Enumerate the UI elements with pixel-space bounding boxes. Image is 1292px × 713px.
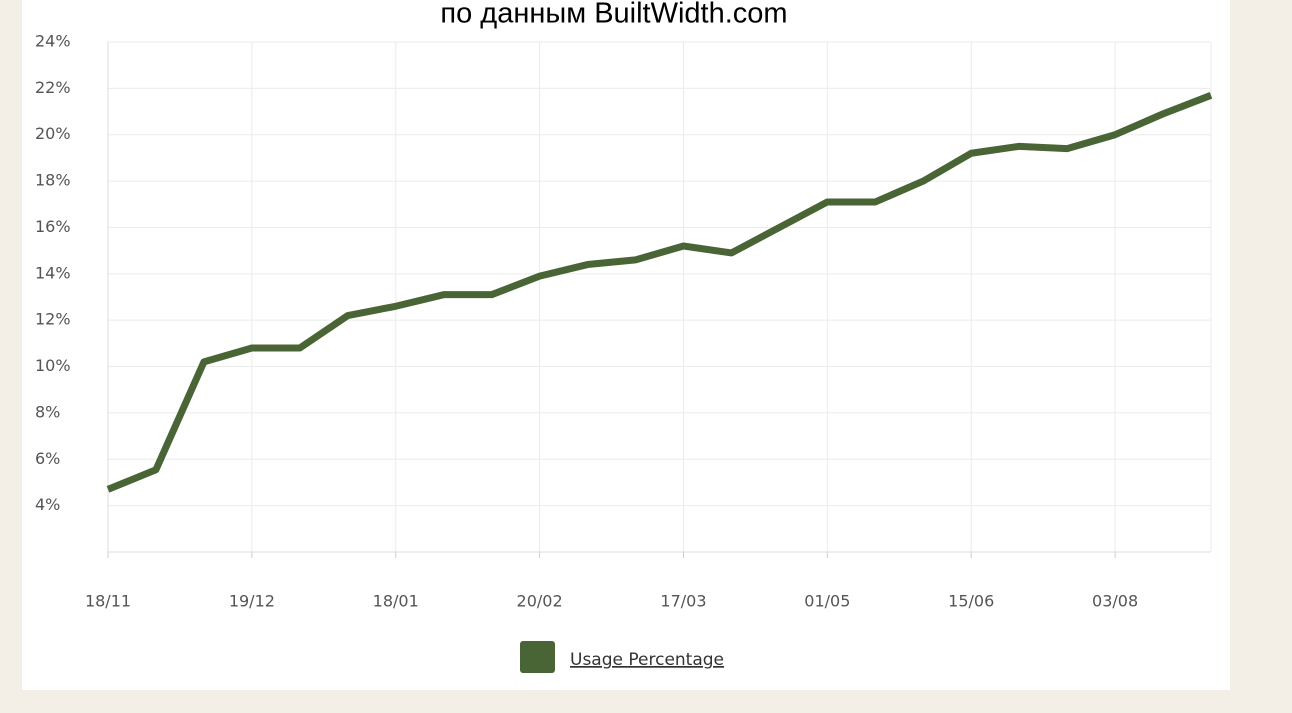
x-tick-label: 15/06 <box>948 592 994 611</box>
x-tick-label: 03/08 <box>1092 592 1138 611</box>
y-tick-label: 10% <box>35 356 71 375</box>
y-tick-label: 4% <box>35 495 60 514</box>
y-tick-label: 18% <box>35 171 71 190</box>
chart-title: по данным BuiltWidth.com <box>440 0 787 30</box>
x-tick-label: 19/12 <box>229 592 275 611</box>
y-tick-label: 8% <box>35 402 60 421</box>
y-tick-label: 22% <box>35 78 71 97</box>
x-tick-label: 01/05 <box>804 592 850 611</box>
y-tick-label: 6% <box>35 449 60 468</box>
panel <box>22 0 1230 690</box>
x-tick-label: 20/02 <box>517 592 563 611</box>
data-line <box>106 92 1213 493</box>
legend-swatch[interactable] <box>520 641 555 673</box>
legend-label[interactable]: Usage Percentage <box>570 650 724 670</box>
x-tick-label: 18/01 <box>373 592 419 611</box>
y-tick-label: 16% <box>35 217 71 236</box>
y-tick-label: 14% <box>35 263 71 282</box>
y-tick-label: 24% <box>35 32 71 51</box>
x-tick-label: 17/03 <box>660 592 706 611</box>
x-tick-label: 18/11 <box>85 592 131 611</box>
y-tick-label: 20% <box>35 124 71 143</box>
y-tick-label: 12% <box>35 310 71 329</box>
